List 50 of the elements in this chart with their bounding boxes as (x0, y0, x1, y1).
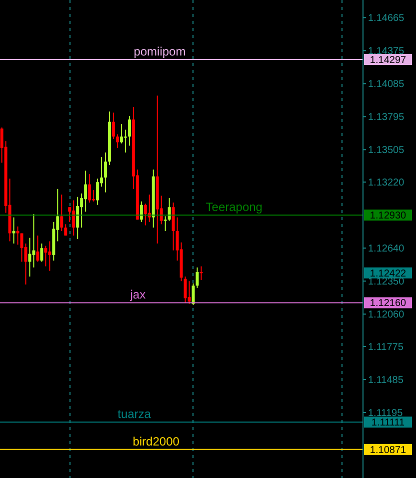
ref-line-label: tuarza (118, 407, 152, 422)
candlestick (188, 280, 191, 304)
y-tick-label: 1.11485 (368, 375, 404, 386)
candlestick (48, 240, 52, 272)
candlestick (72, 200, 76, 236)
y-tick-label: 1.13220 (368, 178, 405, 189)
y-tick-label: 1.13505 (368, 145, 405, 156)
y-tick-label: 1.14665 (368, 13, 405, 24)
candlestick (84, 170, 88, 212)
ref-line-label: Teerapong (206, 200, 262, 214)
y-tick-label: 1.12640 (368, 244, 405, 255)
candlestick (16, 226, 20, 246)
candlestick (44, 245, 48, 267)
y-tick-label: 1.12060 (368, 310, 405, 321)
candlestick (88, 174, 92, 204)
candlestick (196, 266, 199, 288)
candlestick (28, 237, 32, 278)
candlestick (192, 282, 195, 306)
candlestick (60, 194, 64, 232)
candlestick (144, 203, 147, 226)
candlestick (40, 243, 44, 262)
candlestick (76, 196, 80, 240)
candlestick (112, 112, 115, 140)
y-tick-label: 1.14085 (368, 79, 405, 90)
candlestick (116, 134, 119, 148)
text: 1.12930 (370, 210, 407, 222)
text: 1.14297 (370, 55, 407, 66)
ref-line-label: bird2000 (132, 434, 180, 448)
candlestick (184, 276, 187, 304)
candlestick (164, 216, 167, 232)
text: 1.12422 (370, 268, 407, 280)
candlestick (36, 235, 40, 262)
candlestick (96, 178, 100, 206)
text: 1.12160 (370, 298, 407, 310)
text: 1.10871 (370, 444, 407, 456)
candlestick (128, 116, 131, 146)
candlestick (172, 202, 175, 251)
y-tick-label: 1.13795 (368, 112, 405, 124)
y-tick-label: 1.11195 (368, 408, 404, 420)
y-tick-label: 1.11775 (368, 342, 404, 354)
candlestick (12, 216, 16, 244)
candlestick (168, 198, 171, 222)
candlestick (32, 213, 36, 268)
candlestick (120, 124, 123, 144)
candlestick (104, 152, 108, 193)
candlestick (140, 200, 143, 222)
ref-line-label: pomiipom (134, 44, 186, 59)
text: 1.11111 (371, 418, 406, 429)
y-tick-label: 1.12350 (368, 276, 405, 288)
ref-line-label: jax (129, 288, 146, 302)
